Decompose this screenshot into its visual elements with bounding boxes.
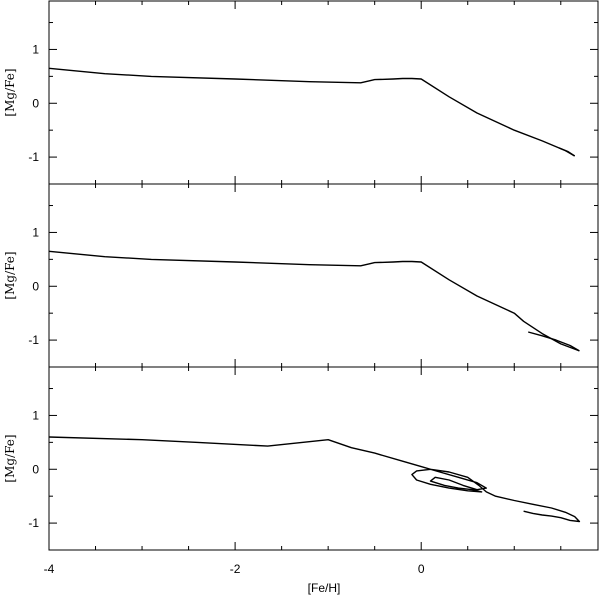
x-axis-label: [Fe/H] — [308, 581, 341, 595]
y-axis-label: [Mg/Fe] — [3, 251, 17, 299]
y-tick-label: -1 — [28, 150, 39, 164]
y-tick-label: 0 — [32, 96, 39, 110]
series-line-2 — [528, 331, 580, 352]
series-line-1 — [48, 250, 580, 352]
panel-3: 1 0 -1 [Mg/Fe] — [3, 366, 599, 551]
y-tick-label: 0 — [32, 462, 39, 476]
y-tick-label: 1 — [32, 225, 39, 239]
x-tick-label: -4 — [44, 562, 55, 576]
panel-frame — [48, 0, 599, 185]
x-tick-label: -2 — [230, 562, 241, 576]
panels-group: 1 0 -1 [Mg/Fe] 1 0 -1 [Mg/Fe] 1 0 -1 [Mg/Fe] -4 -2 0 — [3, 0, 599, 576]
y-axis-label: [Mg/Fe] — [3, 68, 17, 116]
y-tick-label: 1 — [32, 408, 39, 422]
series-line-2 — [558, 147, 576, 157]
x-tick-label: 0 — [418, 562, 425, 576]
series-line-1 — [48, 67, 576, 157]
y-tick-label: 0 — [32, 279, 39, 293]
y-tick-label: -1 — [28, 333, 39, 347]
y-axis-label: [Mg/Fe] — [3, 434, 17, 482]
y-tick-label: 1 — [32, 42, 39, 56]
panel-1: 1 0 -1 [Mg/Fe] — [3, 0, 599, 185]
panel-frame — [48, 366, 599, 551]
y-tick-label: -1 — [28, 516, 39, 530]
series-line-1 — [48, 436, 581, 523]
panel-frame — [48, 183, 599, 368]
panel-2: 1 0 -1 [Mg/Fe] — [3, 183, 599, 368]
